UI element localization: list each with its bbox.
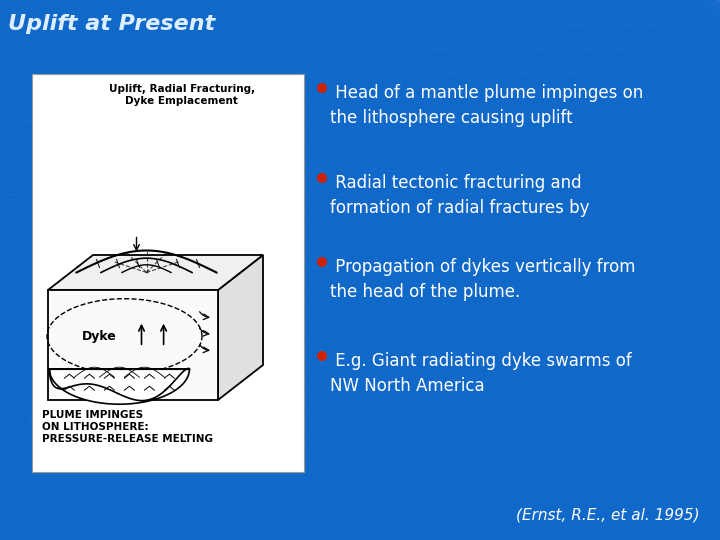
Circle shape xyxy=(317,83,327,93)
Polygon shape xyxy=(50,368,189,404)
Polygon shape xyxy=(218,255,263,400)
Text: Radial tectonic fracturing and
formation of radial fractures by: Radial tectonic fracturing and formation… xyxy=(330,174,590,217)
Text: E.g. Giant radiating dyke swarms of
NW North America: E.g. Giant radiating dyke swarms of NW N… xyxy=(330,352,631,395)
Text: PRESSURE-RELEASE MELTING: PRESSURE-RELEASE MELTING xyxy=(42,434,213,444)
Text: Propagation of dykes vertically from
the head of the plume.: Propagation of dykes vertically from the… xyxy=(330,258,636,301)
Text: (Ernst, R.E., et al. 1995): (Ernst, R.E., et al. 1995) xyxy=(516,507,700,522)
Text: Uplift, Radial Fracturing,: Uplift, Radial Fracturing, xyxy=(109,84,255,94)
Circle shape xyxy=(317,173,327,183)
Text: Dyke Emplacement: Dyke Emplacement xyxy=(125,96,238,106)
Text: ON LITHOSPHERE:: ON LITHOSPHERE: xyxy=(42,422,148,432)
Text: PLUME IMPINGES: PLUME IMPINGES xyxy=(42,410,143,420)
Polygon shape xyxy=(48,255,263,290)
Text: Dyke: Dyke xyxy=(81,330,117,343)
Circle shape xyxy=(317,351,327,361)
Text: Head of a mantle plume impinges on
the lithosphere causing uplift: Head of a mantle plume impinges on the l… xyxy=(330,84,643,127)
Circle shape xyxy=(317,257,327,267)
Bar xyxy=(32,74,304,472)
Text: Uplift at Present: Uplift at Present xyxy=(8,14,215,34)
Polygon shape xyxy=(48,290,218,400)
